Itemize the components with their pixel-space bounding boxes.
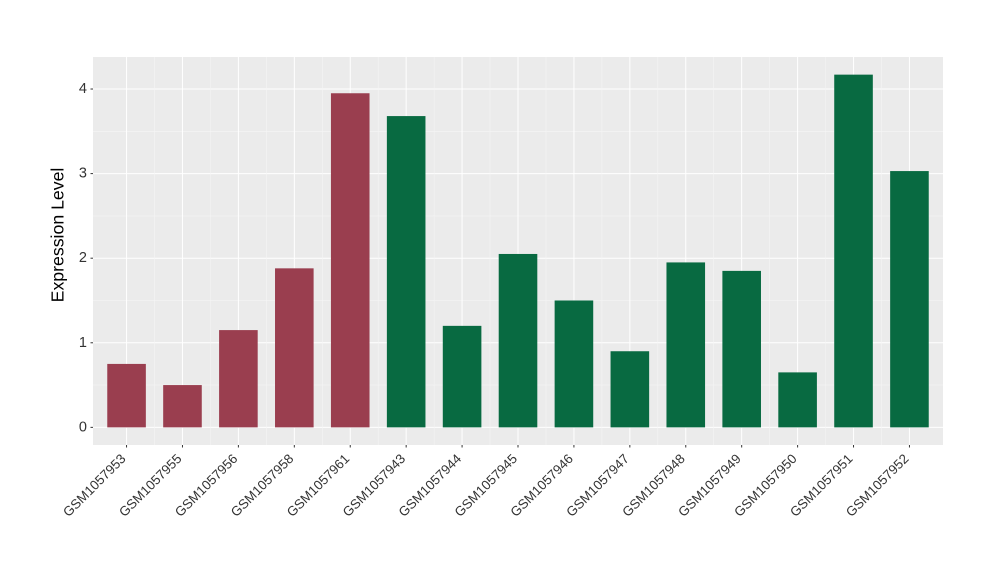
svg-text:1: 1 [79, 335, 87, 351]
svg-text:Expression Level: Expression Level [48, 168, 68, 303]
svg-text:0: 0 [79, 419, 87, 435]
svg-text:4: 4 [79, 81, 87, 97]
svg-text:3: 3 [79, 166, 87, 182]
svg-text:2: 2 [79, 250, 87, 266]
